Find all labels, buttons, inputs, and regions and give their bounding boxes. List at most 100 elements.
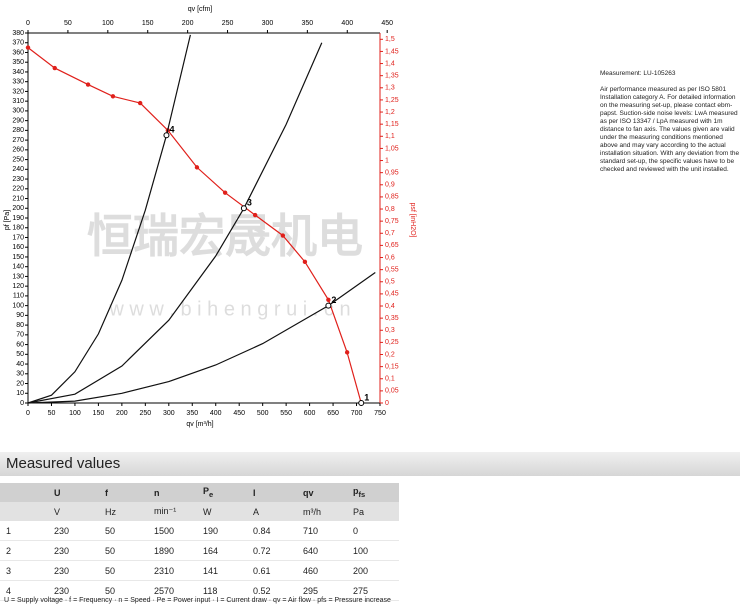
x-tick-label: 300 xyxy=(163,410,175,417)
x-tick-label: 600 xyxy=(304,410,316,417)
table-cell: 2310 xyxy=(148,560,197,581)
x2-tick-label: 250 xyxy=(222,20,234,27)
y2-tick-label: 0,5 xyxy=(385,279,395,286)
y2-tick-label: 0,15 xyxy=(385,363,399,370)
table-cell: 1 xyxy=(0,521,48,541)
y-tick-label: 60 xyxy=(16,341,24,348)
y-tick-label: 370 xyxy=(12,40,24,47)
table-cell: 1890 xyxy=(148,540,197,561)
curve-marker xyxy=(280,233,286,238)
y2-tick-label: 0,95 xyxy=(385,170,399,177)
curve xyxy=(27,42,323,404)
x-tick-label: 750 xyxy=(374,410,386,417)
y-tick-label: 10 xyxy=(16,390,24,397)
curve-marker xyxy=(137,100,143,106)
curve-marker xyxy=(25,45,31,50)
y2-tick-label: 1,3 xyxy=(385,85,395,92)
y-tick-label: 0 xyxy=(20,400,24,407)
y2-tick-label: 0,1 xyxy=(385,376,395,383)
header-main: p xyxy=(353,486,359,497)
y2-tick-label: 0,65 xyxy=(385,242,399,249)
curve xyxy=(27,47,362,404)
table-cell: 2 xyxy=(0,540,48,561)
y2-tick-label: 1,45 xyxy=(385,48,399,55)
table-cell: 50 xyxy=(99,580,148,601)
y-tick-label: 120 xyxy=(12,283,24,290)
table-cell: 4 xyxy=(0,580,48,601)
table-cell: 190 xyxy=(197,521,247,541)
curve-marker xyxy=(326,297,331,302)
table-cell: 230 xyxy=(48,521,99,541)
y2-tick-label: 0,75 xyxy=(385,218,399,225)
curve-marker xyxy=(85,82,91,87)
y-tick-label: 220 xyxy=(12,186,24,193)
y2-tick-label: 0,8 xyxy=(385,206,395,213)
x2-tick-label: 100 xyxy=(102,20,114,27)
table-cell: 275 xyxy=(347,580,399,601)
y-tick-label: 360 xyxy=(12,49,24,56)
operating-point-label: 1 xyxy=(364,392,369,402)
header-cell: Pe xyxy=(197,483,247,502)
measurement: Measurement: LU-105263 xyxy=(600,70,676,77)
table-cell: 0 xyxy=(347,521,399,541)
y-tick-label: 130 xyxy=(12,273,24,280)
header-sub: fs xyxy=(358,489,366,499)
operating-point xyxy=(358,400,365,406)
y-tick-label: 80 xyxy=(16,322,24,329)
units-cell: W xyxy=(197,502,247,521)
header-cell: I xyxy=(247,483,297,502)
x2-tick-label: 0 xyxy=(26,20,30,27)
y-tick-label: 210 xyxy=(12,195,24,202)
curve xyxy=(27,34,191,404)
x-tick-label: 200 xyxy=(116,410,128,417)
y-tick-label: 350 xyxy=(12,59,24,66)
y2-tick-label: 0,3 xyxy=(385,327,395,334)
y-tick-label: 260 xyxy=(12,147,24,154)
x2-tick-label: 50 xyxy=(64,20,72,27)
y-tick-label: 230 xyxy=(12,176,24,183)
notes: Measurement: LU-105263 Air performance m… xyxy=(600,70,740,182)
y-tick-label: 110 xyxy=(13,293,24,300)
y-tick-label: 380 xyxy=(12,30,24,37)
y2-tick-label: 1,5 xyxy=(385,36,395,43)
x2-tick-label: 400 xyxy=(341,20,353,27)
y2-tick-label: 0,85 xyxy=(385,194,399,201)
y-tick-label: 270 xyxy=(12,137,24,144)
operating-point-label: 2 xyxy=(331,295,336,305)
y-tick-label: 90 xyxy=(16,312,24,319)
y2-tick-label: 1,1 xyxy=(385,133,395,140)
table-row: 2 230 50 1890 164 0.72 640 100 xyxy=(0,540,399,561)
curve-marker xyxy=(110,94,116,99)
y-tick-label: 320 xyxy=(12,88,24,95)
y2-tick-label: 0,6 xyxy=(385,254,395,261)
curve-marker xyxy=(302,259,308,265)
x-tick-label: 400 xyxy=(210,410,222,417)
operating-point-label: 4 xyxy=(169,125,174,135)
header-cell: qv xyxy=(297,483,347,502)
units-cell: min⁻¹ xyxy=(148,502,197,521)
curve-marker xyxy=(344,350,350,355)
header-cell: n xyxy=(148,483,197,502)
x-tick-label: 500 xyxy=(257,410,269,417)
x-tick-label: 0 xyxy=(26,410,30,417)
x2-tick-label: 200 xyxy=(182,20,194,27)
curve xyxy=(27,272,376,404)
table-cell: 640 xyxy=(297,540,347,561)
x2-tick-label: 150 xyxy=(142,20,154,27)
y2-tick-label: 0,2 xyxy=(385,351,395,358)
y-tick-label: 150 xyxy=(12,254,24,261)
units-cell: V xyxy=(48,502,99,521)
curve-marker xyxy=(194,165,200,170)
table-cell: 230 xyxy=(48,560,99,581)
y2-tick-label: 0,05 xyxy=(385,388,399,395)
notes-text: Air performance measured as per ISO 5801… xyxy=(600,86,740,173)
y2-tick-label: 0,9 xyxy=(385,182,395,189)
table-cell: 164 xyxy=(197,540,247,561)
y2-tick-label: 0,7 xyxy=(385,230,395,237)
table-cell: 0.61 xyxy=(247,560,297,581)
watermark: 恒瑞宏晟机电 xyxy=(87,210,363,262)
y-tick-label: 330 xyxy=(12,79,24,86)
y-tick-label: 100 xyxy=(12,302,24,309)
